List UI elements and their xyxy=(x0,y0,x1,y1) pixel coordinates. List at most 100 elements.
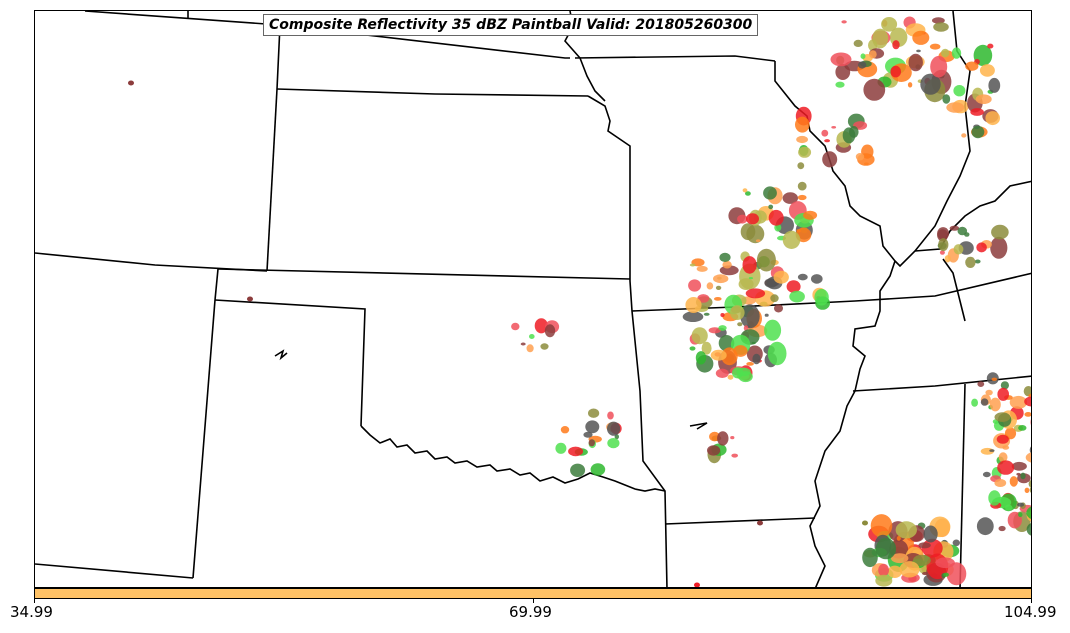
reflectivity-blob xyxy=(1009,476,1018,487)
colorbar-tick-mid: 69.99 xyxy=(509,603,552,621)
reflectivity-blob xyxy=(707,445,721,456)
border-sd-ne xyxy=(279,24,570,59)
border-ks-ok xyxy=(217,268,631,280)
reflectivity-blob xyxy=(682,311,704,323)
reflectivity-blob xyxy=(1007,511,1022,529)
reflectivity-blob xyxy=(588,408,600,418)
reflectivity-blob xyxy=(916,49,921,53)
border-red-river xyxy=(360,425,666,492)
reflectivity-blob xyxy=(718,335,735,352)
reflectivity-blob xyxy=(755,239,761,242)
reflectivity-blob xyxy=(891,553,909,564)
reflectivity-blob xyxy=(938,238,949,252)
reflectivity-blob xyxy=(786,280,801,293)
reflectivity-blob xyxy=(752,353,761,365)
reflectivity-blob xyxy=(907,82,913,88)
reflectivity-blob xyxy=(853,39,863,47)
reflectivity-blob xyxy=(991,377,998,381)
reflectivity-blob xyxy=(895,521,917,539)
reflectivity-paintball-layer xyxy=(128,16,1033,587)
reflectivity-blob xyxy=(887,565,903,578)
border-wy-n xyxy=(84,11,281,26)
reflectivity-blob xyxy=(908,53,923,72)
reflectivity-blob xyxy=(849,126,859,138)
reflectivity-blob xyxy=(520,342,526,346)
reflectivity-blob xyxy=(1030,419,1031,426)
reflectivity-blob xyxy=(560,426,570,434)
reflectivity-blob xyxy=(247,296,253,302)
reflectivity-blob xyxy=(855,153,865,161)
reflectivity-blob xyxy=(998,525,1006,532)
reflectivity-blob xyxy=(953,244,964,255)
reflectivity-blob xyxy=(811,274,823,284)
map-svg xyxy=(35,11,1033,587)
reflectivity-blob xyxy=(1026,506,1031,520)
reflectivity-blob xyxy=(797,162,805,170)
reflectivity-blob xyxy=(831,126,837,129)
border-il-in xyxy=(894,11,971,268)
reflectivity-blob xyxy=(942,94,951,104)
reflectivity-blob xyxy=(863,78,886,101)
colorbar-tick-mark xyxy=(1031,599,1032,603)
ohio-river xyxy=(914,180,1031,252)
reflectivity-blob xyxy=(797,194,807,201)
reflectivity-blob xyxy=(946,562,967,586)
reflectivity-blob xyxy=(694,582,700,587)
reflectivity-blob xyxy=(607,421,621,436)
reflectivity-blob xyxy=(590,463,606,476)
reflectivity-blob xyxy=(881,17,898,32)
reflectivity-blob xyxy=(841,20,847,24)
reflectivity-blob xyxy=(701,341,712,355)
reflectivity-blob xyxy=(1029,446,1031,454)
reflectivity-blob xyxy=(835,81,845,88)
border-co-ks xyxy=(266,88,278,272)
reflectivity-blob xyxy=(896,536,901,541)
reflectivity-blob xyxy=(795,116,810,133)
reflectivity-blob xyxy=(989,397,1001,412)
reflectivity-blob xyxy=(918,542,931,549)
reflectivity-blob xyxy=(977,381,985,387)
reflectivity-blob xyxy=(998,452,1008,463)
reflectivity-blob xyxy=(961,133,967,138)
reflectivity-blob xyxy=(730,305,745,320)
reflectivity-blob xyxy=(875,574,893,587)
reflectivity-blob xyxy=(713,274,729,284)
reflectivity-blob xyxy=(797,273,808,281)
reflectivity-blob xyxy=(797,181,807,191)
reflectivity-blob xyxy=(128,80,134,86)
reflectivity-blob xyxy=(695,351,707,365)
lake-ar xyxy=(689,422,708,430)
reflectivity-blob xyxy=(913,554,931,566)
reflectivity-blob xyxy=(872,28,889,49)
reflectivity-blob xyxy=(742,256,757,274)
reflectivity-blob xyxy=(1011,461,1027,471)
state-borders xyxy=(35,11,1031,587)
reflectivity-blob xyxy=(922,571,928,576)
reflectivity-blob xyxy=(1024,487,1030,493)
reflectivity-blob xyxy=(965,61,979,71)
border-tn-ms xyxy=(852,375,1031,392)
reflectivity-blob xyxy=(990,236,1008,259)
reflectivity-blob xyxy=(814,288,829,306)
reflectivity-blob xyxy=(944,255,951,263)
reflectivity-blob xyxy=(822,151,838,168)
reflectivity-blob xyxy=(923,525,938,543)
reflectivity-blob xyxy=(697,294,710,303)
reflectivity-blob xyxy=(607,438,620,449)
border-ky-tn xyxy=(854,272,1031,302)
colorbar-tick-max: 104.99 xyxy=(1004,603,1057,621)
map-panel xyxy=(34,10,1032,588)
reflectivity-blob xyxy=(1025,452,1031,463)
reflectivity-blob xyxy=(719,265,739,276)
reflectivity-blob xyxy=(526,344,534,353)
reflectivity-blob xyxy=(706,282,714,290)
reflectivity-blob xyxy=(540,343,549,350)
reflectivity-blob xyxy=(932,17,945,24)
lake-nm xyxy=(274,349,288,361)
reflectivity-blob xyxy=(953,85,966,97)
reflectivity-blob xyxy=(976,242,987,253)
border-nm-tx xyxy=(192,299,216,579)
reflectivity-blob xyxy=(710,349,727,361)
reflectivity-blob xyxy=(1032,386,1033,402)
reflectivity-blob xyxy=(689,346,696,351)
